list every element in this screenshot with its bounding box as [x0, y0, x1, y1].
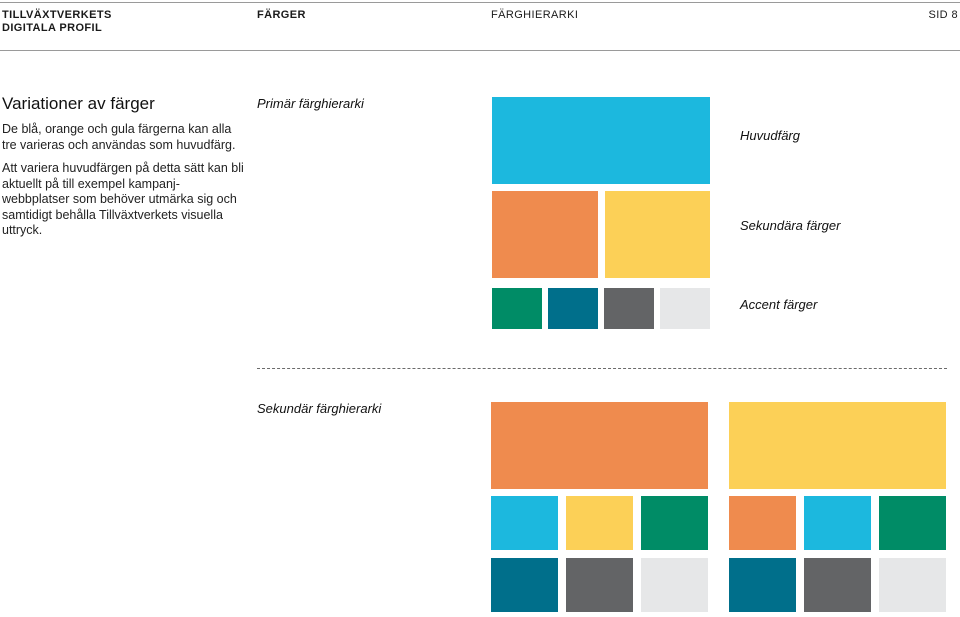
intro-paragraph-2: Att variera huvudfärgen på detta sätt ka…	[2, 161, 244, 237]
variant-orange-accent-green	[641, 496, 708, 550]
variant-yellow-secondary-orange	[729, 496, 796, 550]
variant-yellow-main-swatch	[729, 402, 946, 489]
variant-yellow-accent-green	[879, 496, 946, 550]
page-title: Variationer av färger	[2, 94, 155, 113]
primary-accent-swatch-lightgray	[660, 288, 710, 329]
variant-orange-accent-gray	[566, 558, 633, 612]
variant-orange-secondary-blue	[491, 496, 558, 550]
primary-hierarchy-heading: Primär färghierarki	[257, 96, 364, 111]
label-accent-colors: Accent färger	[740, 297, 818, 312]
variant-orange-accent-lightgray	[641, 558, 708, 612]
variant-yellow-accent-petrol	[729, 558, 796, 612]
brand: TILLVÄXTVERKETS DIGITALA PROFIL	[2, 9, 112, 35]
page-number: SID 8	[928, 9, 958, 21]
primary-accent-swatch-gray	[604, 288, 654, 329]
primary-secondary-swatch-orange	[492, 191, 598, 278]
variant-orange-accent-petrol	[491, 558, 558, 612]
top-rule	[0, 2, 960, 3]
header-section: FÄRGER	[257, 9, 306, 21]
header-rule	[0, 50, 960, 51]
label-secondary-colors: Sekundära färger	[740, 218, 841, 233]
secondary-hierarchy-heading: Sekundär färghierarki	[257, 401, 382, 416]
header-subsection: FÄRGHIERARKI	[491, 9, 579, 21]
intro-paragraph-1: De blå, orange och gula färgerna kan all…	[2, 122, 236, 152]
primary-secondary-swatch-yellow	[605, 191, 710, 278]
variant-yellow-secondary-blue	[804, 496, 871, 550]
variant-orange-secondary-yellow	[566, 496, 633, 550]
primary-accent-swatch-petrol	[548, 288, 598, 329]
section-divider	[257, 368, 947, 369]
brand-line-2: DIGITALA PROFIL	[2, 22, 103, 34]
primary-accent-swatch-green	[492, 288, 542, 329]
variant-yellow-accent-gray	[804, 558, 871, 612]
label-main-color: Huvudfärg	[740, 128, 800, 143]
primary-main-swatch-blue	[492, 97, 710, 184]
brand-line-1: TILLVÄXTVERKETS	[2, 9, 112, 21]
variant-yellow-accent-lightgray	[879, 558, 946, 612]
variant-orange-main-swatch	[491, 402, 708, 489]
